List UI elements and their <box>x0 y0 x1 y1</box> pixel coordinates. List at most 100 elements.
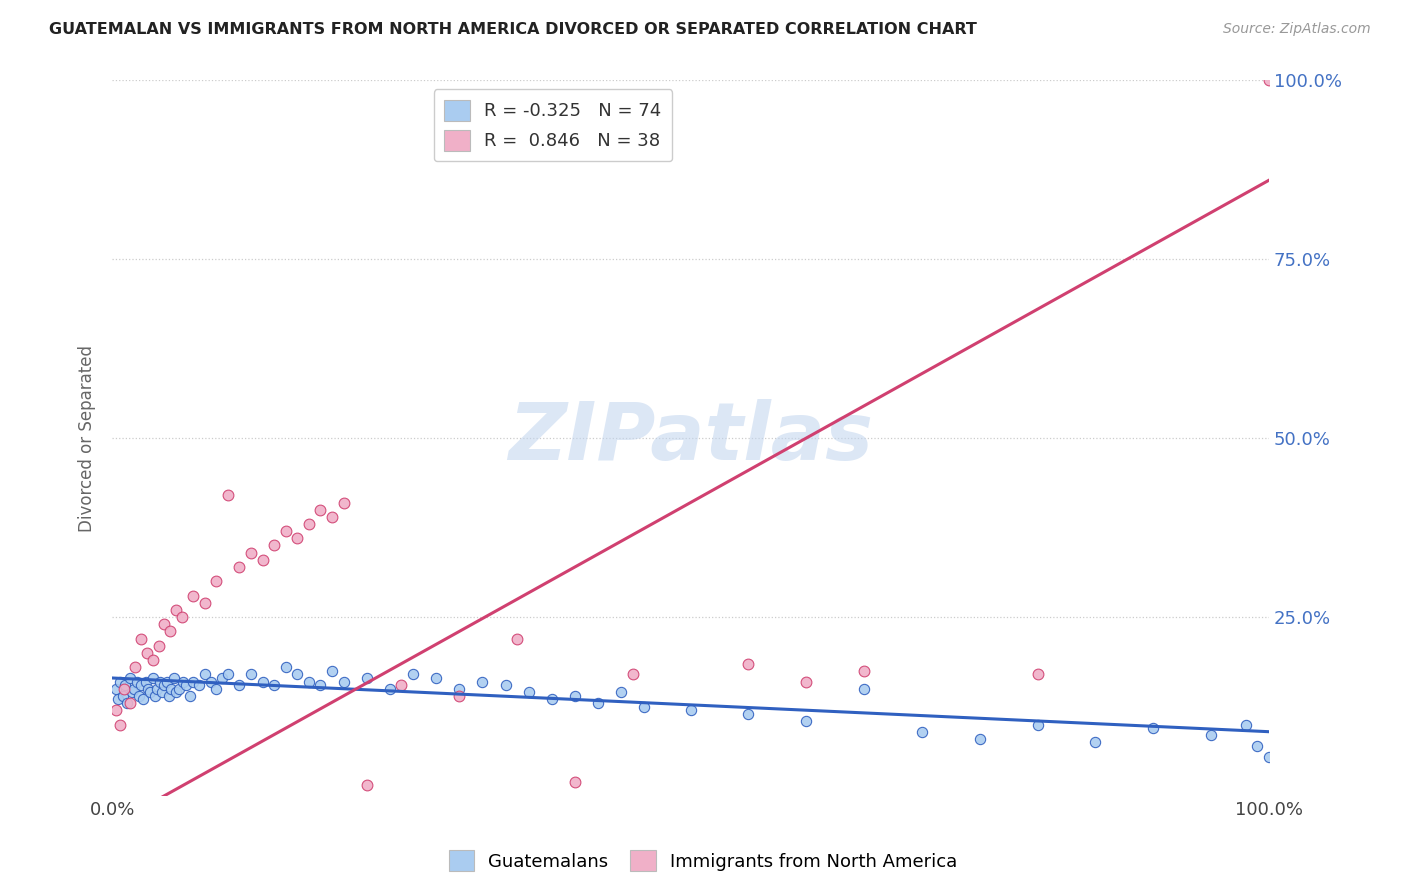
Text: GUATEMALAN VS IMMIGRANTS FROM NORTH AMERICA DIVORCED OR SEPARATED CORRELATION CH: GUATEMALAN VS IMMIGRANTS FROM NORTH AMER… <box>49 22 977 37</box>
Point <box>149 674 172 689</box>
Point <box>1142 721 1164 735</box>
Point <box>449 681 471 696</box>
Point <box>205 574 228 589</box>
Point <box>114 678 136 692</box>
Point <box>205 681 228 696</box>
Point <box>146 681 169 696</box>
Point <box>135 674 157 689</box>
Point <box>153 617 176 632</box>
Point <box>285 532 308 546</box>
Y-axis label: Divorced or Separated: Divorced or Separated <box>79 344 96 532</box>
Point <box>136 681 159 696</box>
Point <box>298 516 321 531</box>
Text: ZIPatlas: ZIPatlas <box>508 399 873 477</box>
Point <box>174 678 197 692</box>
Point <box>112 681 135 696</box>
Point <box>170 610 193 624</box>
Point <box>853 681 876 696</box>
Point <box>853 664 876 678</box>
Point <box>517 685 540 699</box>
Point <box>1026 667 1049 681</box>
Point <box>104 681 127 696</box>
Point <box>1258 749 1281 764</box>
Point <box>911 724 934 739</box>
Point <box>621 667 644 681</box>
Point <box>181 589 204 603</box>
Point <box>104 703 127 717</box>
Point <box>128 689 150 703</box>
Point <box>633 699 655 714</box>
Point <box>240 546 263 560</box>
Point <box>150 685 173 699</box>
Legend: Guatemalans, Immigrants from North America: Guatemalans, Immigrants from North Ameri… <box>441 843 965 879</box>
Point <box>136 646 159 660</box>
Point <box>179 689 201 703</box>
Point <box>332 495 354 509</box>
Point <box>162 671 184 685</box>
Point <box>160 681 183 696</box>
Point <box>159 624 181 639</box>
Point <box>118 671 141 685</box>
Point <box>1199 728 1222 742</box>
Point <box>121 685 143 699</box>
Point <box>471 674 494 689</box>
Point <box>142 653 165 667</box>
Point <box>200 674 222 689</box>
Point <box>506 632 529 646</box>
Point <box>172 674 194 689</box>
Point <box>794 674 817 689</box>
Point <box>142 671 165 685</box>
Point <box>1234 717 1257 731</box>
Point <box>610 685 633 699</box>
Point <box>188 678 211 692</box>
Point <box>737 657 759 671</box>
Point <box>1084 735 1107 749</box>
Point <box>263 539 285 553</box>
Point <box>356 671 378 685</box>
Point <box>228 678 250 692</box>
Point <box>117 696 139 710</box>
Point <box>298 674 321 689</box>
Point <box>1258 73 1281 87</box>
Point <box>217 667 239 681</box>
Point <box>143 689 166 703</box>
Point <box>969 731 991 746</box>
Point <box>285 667 308 681</box>
Point <box>564 689 586 703</box>
Point <box>402 667 425 681</box>
Point <box>391 678 413 692</box>
Point <box>240 667 263 681</box>
Point <box>321 664 343 678</box>
Point <box>263 678 285 692</box>
Point <box>217 488 239 502</box>
Point <box>1246 739 1268 753</box>
Point <box>1026 717 1049 731</box>
Point <box>564 774 586 789</box>
Point <box>132 692 155 706</box>
Point <box>274 660 297 674</box>
Point <box>449 689 471 703</box>
Point <box>118 696 141 710</box>
Point <box>124 660 146 674</box>
Point <box>425 671 447 685</box>
Point <box>125 674 148 689</box>
Point <box>148 639 170 653</box>
Point <box>309 502 332 516</box>
Point <box>321 509 343 524</box>
Point <box>153 678 176 692</box>
Point <box>495 678 517 692</box>
Point <box>122 681 145 696</box>
Point <box>679 703 702 717</box>
Point <box>110 674 132 689</box>
Point <box>181 674 204 689</box>
Point <box>111 689 134 703</box>
Point <box>309 678 332 692</box>
Point <box>586 696 609 710</box>
Point <box>194 596 217 610</box>
Point <box>378 681 401 696</box>
Point <box>129 678 152 692</box>
Point <box>107 692 129 706</box>
Legend: R = -0.325   N = 74, R =  0.846   N = 38: R = -0.325 N = 74, R = 0.846 N = 38 <box>433 89 672 161</box>
Point <box>211 671 233 685</box>
Point <box>129 632 152 646</box>
